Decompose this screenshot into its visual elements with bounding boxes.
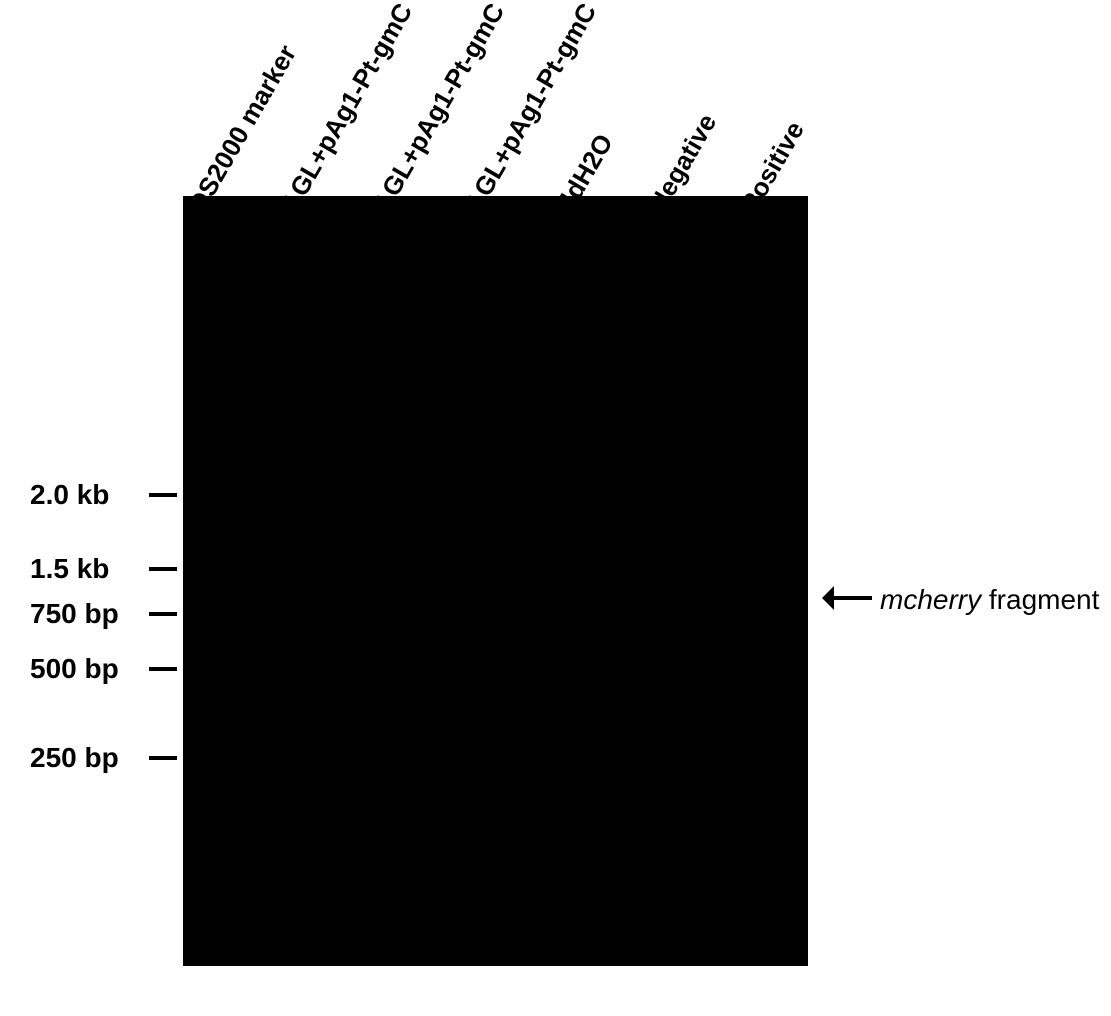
gel-figure: DS2000 markerAGL+pAg1-Pt-gmC T1#AGL+pAg1… <box>0 0 1111 1016</box>
annotation-arrow-line <box>832 596 872 600</box>
marker-tick <box>149 612 177 616</box>
fragment-label: mcherry fragment <box>880 584 1099 616</box>
marker-label: 750 bp <box>30 598 119 630</box>
marker-tick <box>149 567 177 571</box>
marker-tick <box>149 756 177 760</box>
marker-tick <box>149 493 177 497</box>
gel-image <box>183 196 808 966</box>
marker-label: 1.5 kb <box>30 553 109 585</box>
fragment-label-italic: mcherry <box>880 584 981 615</box>
annotation-arrow-head-icon <box>822 586 834 610</box>
marker-label: 250 bp <box>30 742 119 774</box>
fragment-label-plain: fragment <box>981 584 1099 615</box>
marker-tick <box>149 667 177 671</box>
marker-label: 2.0 kb <box>30 479 109 511</box>
marker-label: 500 bp <box>30 653 119 685</box>
